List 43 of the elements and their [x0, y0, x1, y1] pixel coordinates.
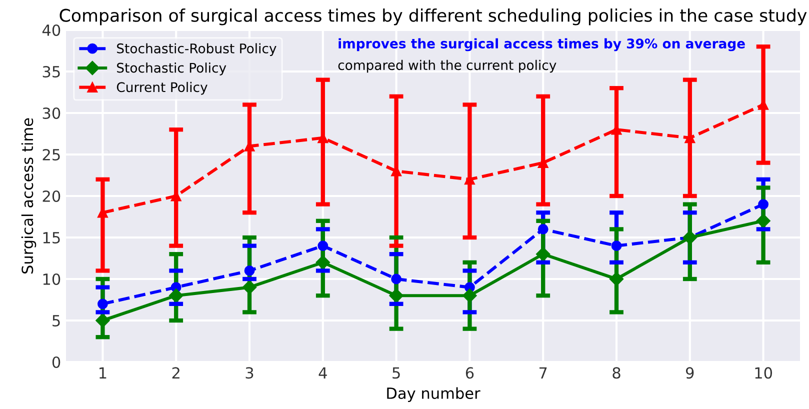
legend-label: Stochastic Policy	[117, 62, 226, 76]
y-tick-label: 15	[43, 232, 60, 244]
point	[536, 247, 550, 262]
point	[97, 298, 108, 310]
point	[96, 313, 110, 328]
y-axis-title: Surgical access time	[21, 118, 36, 274]
x-tick-label: 8	[612, 367, 620, 379]
legend-label: Stochastic-Robust Policy	[117, 43, 276, 56]
y-tick-label: 30	[42, 107, 60, 120]
annotation: improves the surgical access times by 39% on average	[338, 38, 745, 52]
y-tick-label: 25	[42, 148, 60, 161]
y-tick-label: 40	[42, 24, 60, 36]
point	[391, 274, 402, 284]
point	[611, 240, 622, 252]
point	[318, 240, 328, 252]
point	[389, 288, 404, 303]
point	[538, 224, 548, 234]
x-tick-label: 3	[246, 367, 254, 379]
y-tick-label: 0	[52, 356, 60, 368]
x-tick-label: 5	[392, 367, 400, 379]
point	[609, 272, 624, 286]
y-tick-label: 10	[43, 273, 60, 286]
point	[244, 265, 255, 276]
x-tick-label: 6	[466, 367, 474, 379]
y-tick-label: 5	[52, 315, 60, 327]
x-tick-label: 10	[755, 367, 772, 379]
point	[462, 288, 477, 303]
x-tick-label: 7	[539, 367, 547, 378]
y-tick-label: 20	[42, 190, 60, 202]
point	[756, 214, 770, 228]
point	[316, 255, 330, 270]
legend-label: Current Policy	[116, 82, 208, 95]
x-axis-title: Day number	[387, 387, 480, 402]
x-tick-label: 1	[100, 367, 106, 378]
y-tick-label: 35	[42, 66, 60, 78]
point	[169, 288, 184, 303]
x-tick-label: 9	[686, 367, 694, 379]
chart-title: Comparison of surgical access times by different scheduling policies in the case study	[60, 8, 807, 26]
point	[758, 199, 769, 210]
x-tick-label: 4	[318, 367, 327, 378]
point	[242, 280, 257, 294]
annotation: compared with the current policy	[338, 60, 556, 73]
x-tick-label: 2	[172, 367, 180, 378]
